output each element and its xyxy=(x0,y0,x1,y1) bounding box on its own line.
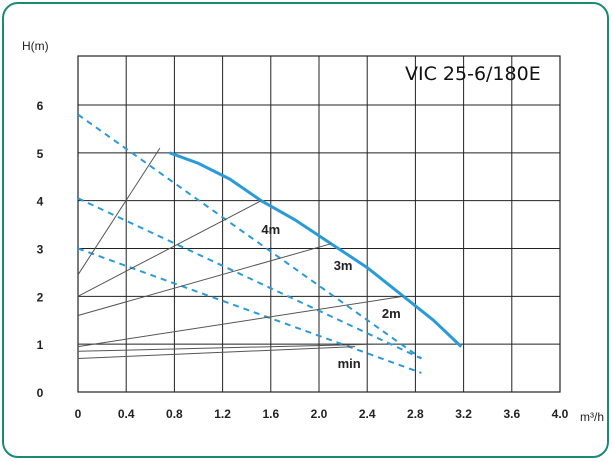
series-layer xyxy=(77,113,463,374)
x-tick-label: 0 xyxy=(75,407,82,421)
series-system-6 xyxy=(77,346,356,359)
y-tick-label: 2 xyxy=(37,290,44,304)
x-tick-label: 2.4 xyxy=(359,407,376,421)
curve-label-min: min xyxy=(338,356,361,371)
x-tick-label: 0.8 xyxy=(166,407,183,421)
y-tick-label: 5 xyxy=(37,147,44,161)
x-tick-label: 1.2 xyxy=(214,407,231,421)
grid-lines xyxy=(77,55,561,393)
curve-label-4m: 4m xyxy=(261,222,280,237)
series-dashed-3 xyxy=(77,247,422,374)
x-tick-label: 3.2 xyxy=(455,407,472,421)
series-system-3 xyxy=(77,243,332,316)
x-tick-label: 2.0 xyxy=(311,407,328,421)
curve-label-3m: 3m xyxy=(334,258,353,273)
x-tick-label: 1.6 xyxy=(262,407,279,421)
series-system-4 xyxy=(77,295,404,348)
series-system-2 xyxy=(77,200,262,297)
chart-title: VIC 25-6/180E xyxy=(405,63,541,85)
series-dashed-1 xyxy=(77,113,422,360)
y-tick-label: 3 xyxy=(37,243,44,257)
y-tick-label: 4 xyxy=(37,195,44,209)
y-axis-label: H(m) xyxy=(22,39,49,53)
series-system-1 xyxy=(77,147,161,276)
tick-labels: 0 0.4 0.8 1.2 1.6 2.0 2.4 2.8 3.2 3.6 4.0 0 1 2 3 4 5 6 xyxy=(37,99,569,421)
x-tick-label: 0.4 xyxy=(118,407,135,421)
chart-frame xyxy=(2,2,609,458)
series-system-5 xyxy=(77,343,374,352)
y-tick-label: 1 xyxy=(37,338,44,352)
x-tick-label: 4.0 xyxy=(552,407,569,421)
x-tick-label: 2.8 xyxy=(407,407,424,421)
x-axis-unit-label: m³/h xyxy=(580,410,604,424)
curve-labels: 4m 3m 2m min xyxy=(261,222,400,371)
y-tick-label: 0 xyxy=(37,386,44,400)
y-tick-label: 6 xyxy=(37,99,44,113)
series-max xyxy=(169,151,463,348)
x-tick-label: 3.6 xyxy=(503,407,520,421)
series-dashed-2 xyxy=(77,197,422,360)
curve-label-2m: 2m xyxy=(382,306,401,321)
